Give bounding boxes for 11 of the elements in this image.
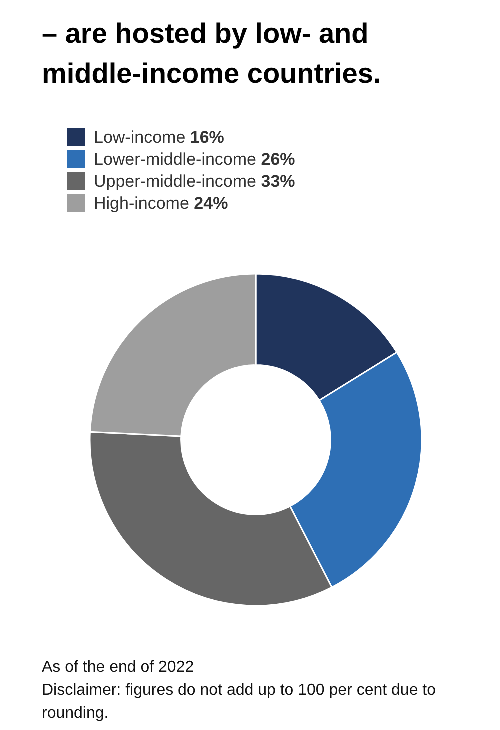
text: As of the end of 2022 (42, 658, 196, 678)
legend-label: High-income (94, 194, 190, 213)
data-label: 16% (186, 128, 224, 147)
chart-title: – are hosted by low- and middle-income countries. (42, 17, 382, 91)
data-label: 26% (256, 150, 296, 169)
data-label: 24% (189, 194, 228, 213)
legend-label: Upper-middle-income (94, 172, 257, 191)
data-label: 33% (256, 172, 296, 191)
legend-label: Lower-middle-income (94, 150, 257, 169)
legend-label: Low-income (94, 128, 186, 147)
text: Disclaimer: figures do not add up to 100 per cent due to rounding. (42, 681, 438, 724)
